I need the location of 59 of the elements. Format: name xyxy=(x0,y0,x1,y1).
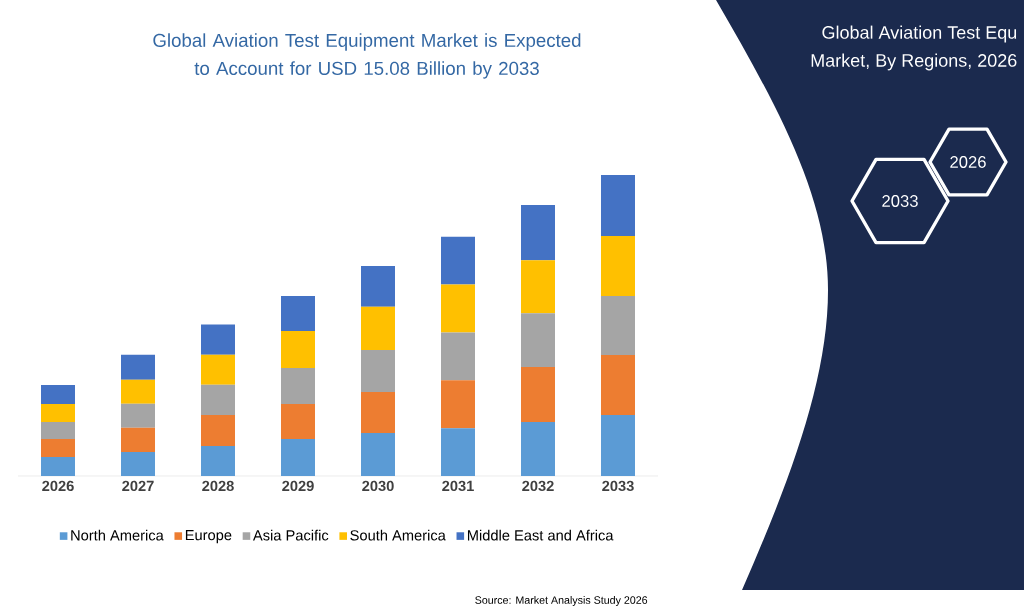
text: 2026 xyxy=(950,156,986,168)
bar xyxy=(41,422,75,439)
bar xyxy=(361,265,395,307)
bar xyxy=(41,438,75,458)
x-tick-label: 2028 xyxy=(202,480,234,492)
bar xyxy=(281,367,315,405)
bar xyxy=(441,428,475,476)
x-tick-label: 2032 xyxy=(522,480,554,492)
bar xyxy=(441,332,475,381)
legend-label: Europe xyxy=(185,530,232,544)
bar xyxy=(281,438,315,476)
legend-label: South America xyxy=(350,529,446,541)
bar xyxy=(361,432,395,476)
bar xyxy=(121,451,155,476)
bar xyxy=(361,306,395,350)
x-tick-label: 2033 xyxy=(602,480,634,492)
bar xyxy=(601,355,635,415)
text: Global Aviation Test Equ xyxy=(822,25,1017,43)
bar xyxy=(441,284,475,333)
x-tick-label: 2030 xyxy=(362,480,394,492)
bar xyxy=(201,414,235,446)
bar xyxy=(521,367,555,423)
bar xyxy=(601,414,635,476)
bar xyxy=(41,457,75,476)
x-tick-label: 2031 xyxy=(442,480,474,492)
bar xyxy=(121,354,155,380)
bar xyxy=(41,385,75,405)
legend-label: Middle East and Africa xyxy=(467,529,614,541)
bar xyxy=(121,379,155,404)
bar xyxy=(121,403,155,428)
bar xyxy=(601,175,635,237)
x-tick-label: 2029 xyxy=(282,480,314,492)
bar xyxy=(521,313,555,368)
bar xyxy=(521,422,555,476)
bar xyxy=(281,404,315,439)
bar xyxy=(201,445,235,476)
x-tick-label: 2026 xyxy=(42,480,74,492)
bar xyxy=(201,384,235,415)
text: Market, By Regions, 2026 xyxy=(811,53,1017,71)
bar xyxy=(41,404,75,423)
bar xyxy=(601,236,635,296)
bar xyxy=(121,427,155,452)
bar xyxy=(281,330,315,368)
text: 2033 xyxy=(882,195,918,207)
bar xyxy=(521,260,555,314)
source-note: Source: Market Analysis Study 2026 xyxy=(475,596,648,606)
x-tick-label: 2027 xyxy=(122,480,154,492)
bar xyxy=(441,236,475,285)
bar xyxy=(521,205,555,261)
legend-label: North America xyxy=(71,529,164,541)
legend-label: Asia Pacific xyxy=(252,529,329,541)
bar xyxy=(601,296,635,355)
bar xyxy=(281,296,315,331)
bar xyxy=(361,349,395,393)
bar xyxy=(201,324,235,355)
bar xyxy=(441,380,475,429)
chart-title: Global Aviation Test Equipment Market is Expected to Account for USD 15.08 Billion by 2033 xyxy=(153,33,581,79)
bar xyxy=(361,392,395,433)
bar xyxy=(201,354,235,385)
